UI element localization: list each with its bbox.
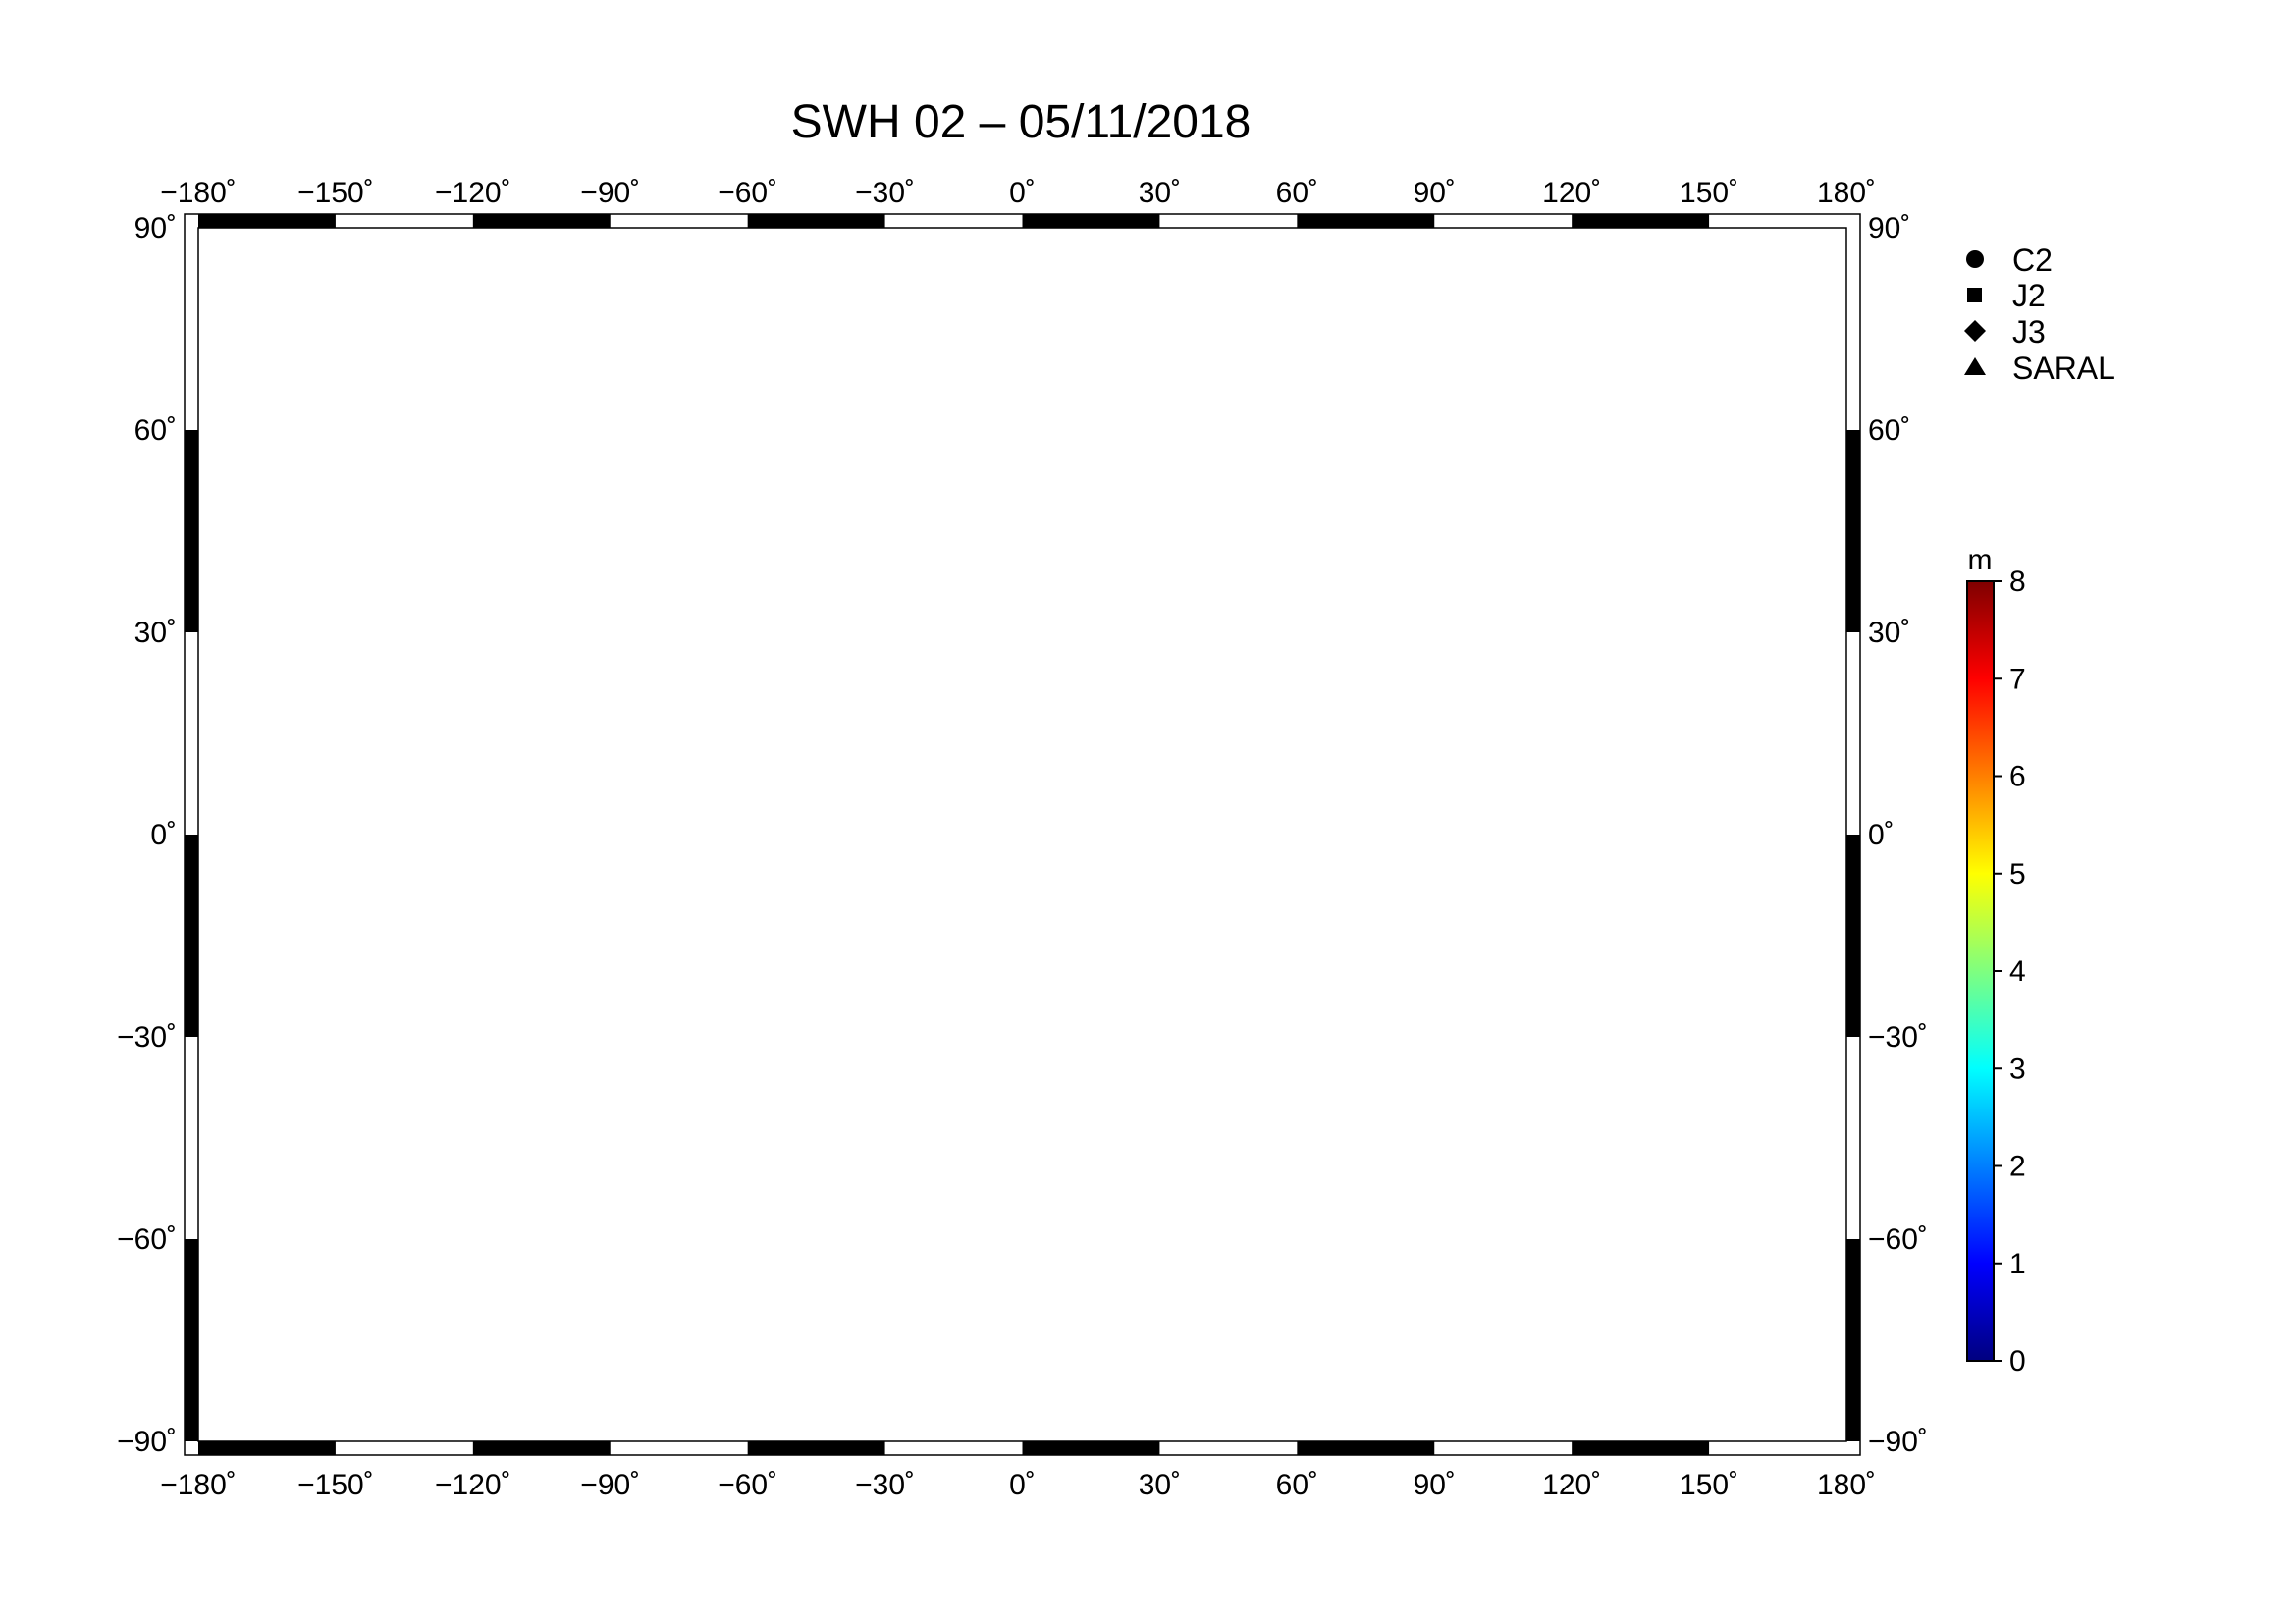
- map-panel: −180˚−180˚−150˚−150˚−120˚−120˚−90˚−90˚−6…: [117, 177, 1928, 1501]
- map-title: SWH 02 – 05/11/2018: [791, 96, 1252, 148]
